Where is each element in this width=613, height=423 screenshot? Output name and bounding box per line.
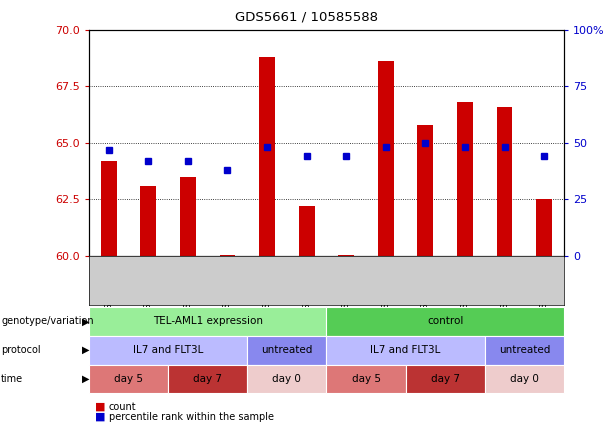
Text: GDS5661 / 10585588: GDS5661 / 10585588 [235,11,378,24]
Text: ▶: ▶ [82,345,89,355]
Text: untreated: untreated [499,345,550,355]
Text: day 7: day 7 [431,374,460,384]
Bar [417,125,433,256]
Text: day 5: day 5 [114,374,143,384]
Text: protocol: protocol [1,345,41,355]
Text: IL7 and FLT3L: IL7 and FLT3L [133,345,204,355]
Text: ▶: ▶ [82,316,89,327]
Bar [219,255,235,256]
Bar [378,61,394,256]
Bar [457,102,473,256]
Text: TEL-AML1 expression: TEL-AML1 expression [153,316,262,327]
Text: ■: ■ [95,402,105,412]
Text: genotype/variation: genotype/variation [1,316,94,327]
Bar [140,186,156,256]
Bar [259,57,275,256]
Bar [536,199,552,256]
Bar [180,177,196,256]
Text: ■: ■ [95,412,105,422]
Text: day 5: day 5 [351,374,381,384]
Text: ▶: ▶ [82,374,89,384]
Text: untreated: untreated [261,345,313,355]
Text: percentile rank within the sample: percentile rank within the sample [109,412,273,422]
Bar [299,206,314,256]
Bar [101,161,116,256]
Text: day 0: day 0 [510,374,539,384]
Text: time: time [1,374,23,384]
Text: count: count [109,402,136,412]
Text: control: control [427,316,463,327]
Text: day 0: day 0 [272,374,301,384]
Text: day 7: day 7 [193,374,222,384]
Bar [338,255,354,256]
Bar [497,107,512,256]
Text: IL7 and FLT3L: IL7 and FLT3L [370,345,441,355]
